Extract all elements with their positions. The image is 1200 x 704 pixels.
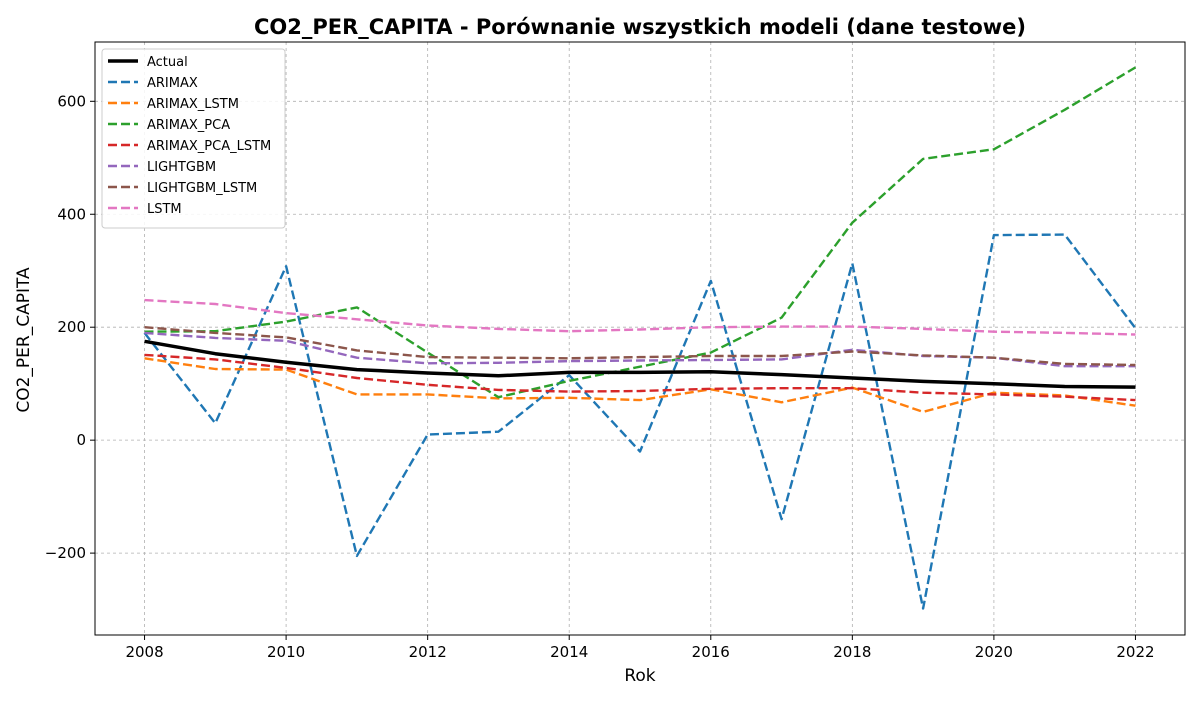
chart-title: CO2_PER_CAPITA - Porównanie wszystkich m… xyxy=(254,15,1026,39)
series-line-lightgbm xyxy=(144,331,1136,368)
y-axis-ticks: −200 0 200 400 600 xyxy=(45,92,95,562)
y-tick-label: 0 xyxy=(76,431,86,449)
series-line-arimax-lstm xyxy=(144,357,1136,414)
legend-label: ARIMAX_PCA_LSTM xyxy=(147,139,271,154)
legend-label: Actual xyxy=(147,55,188,70)
x-tick-label: 2016 xyxy=(692,643,730,661)
plot-frame xyxy=(94,41,1186,636)
series-line-arimax-pca xyxy=(144,66,1137,399)
x-tick-label: 2020 xyxy=(975,643,1013,661)
legend-box xyxy=(101,48,286,229)
legend-label: ARIMAX xyxy=(147,76,198,91)
x-tick-label: 2018 xyxy=(833,643,871,661)
series-line-lstm xyxy=(144,298,1136,336)
series-line-arimax xyxy=(143,233,1137,610)
series-line-actual xyxy=(144,339,1136,389)
y-tick-label: 400 xyxy=(57,205,86,223)
x-tick-label: 2022 xyxy=(1116,643,1154,661)
x-tick-label: 2014 xyxy=(550,643,588,661)
series-line-lightgbm-lstm xyxy=(144,326,1136,367)
y-axis-label: CO2_PER_CAPITA xyxy=(14,267,34,413)
legend-label: LIGHTGBM xyxy=(147,160,216,175)
x-tick-label: 2010 xyxy=(267,643,305,661)
legend-label: ARIMAX_LSTM xyxy=(147,97,239,112)
legend: Actual ARIMAX ARIMAX_LSTM ARIMAX_PCA ARIMAX_… xyxy=(101,48,286,229)
legend-label: LIGHTGBM_LSTM xyxy=(147,181,257,196)
y-tick-label: −200 xyxy=(45,544,86,562)
x-axis-label: Rok xyxy=(624,666,655,686)
y-tick-label: 600 xyxy=(57,92,86,110)
legend-label: ARIMAX_PCA xyxy=(147,118,230,133)
series-lines xyxy=(143,66,1137,610)
x-tick-label: 2008 xyxy=(125,643,163,661)
legend-label: LSTM xyxy=(147,202,182,217)
series-line-arimax-pca-lstm xyxy=(144,353,1136,402)
x-axis-ticks: 2008 2010 2012 2014 2016 2018 2020 2022 xyxy=(125,635,1155,661)
y-tick-label: 200 xyxy=(57,318,86,336)
x-tick-label: 2012 xyxy=(409,643,447,661)
